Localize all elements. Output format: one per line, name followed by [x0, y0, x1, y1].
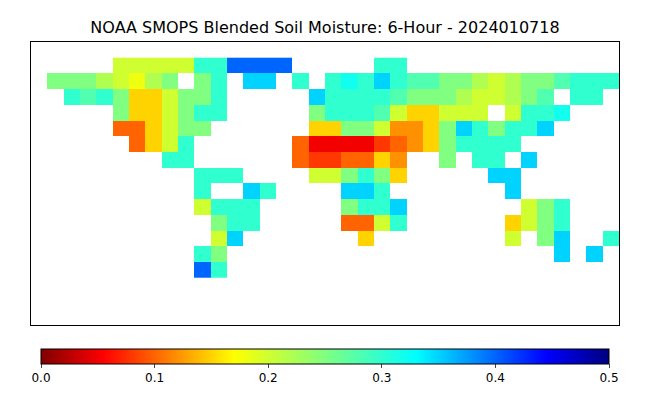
svg-text:NOAA SMOPS Blended Soil Moistu: NOAA SMOPS Blended Soil Moisture: 6-Hour… [90, 18, 559, 37]
svg-text:0.5: 0.5 [599, 371, 618, 385]
svg-text:0.1: 0.1 [145, 371, 164, 385]
svg-text:0.2: 0.2 [259, 371, 278, 385]
svg-text:0.3: 0.3 [372, 371, 391, 385]
svg-text:0.4: 0.4 [486, 371, 505, 385]
svg-text:0.0: 0.0 [31, 371, 50, 385]
